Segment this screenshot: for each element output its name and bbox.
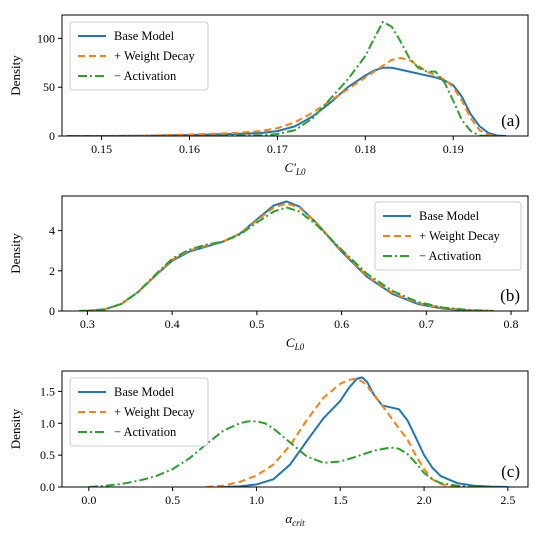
series-line-activation	[66, 20, 489, 136]
y-axis-label: Density	[8, 55, 23, 96]
legend-label: − Activation	[114, 425, 177, 439]
x-axis-label: αcrit	[285, 511, 305, 528]
x-tick-label: 0.3	[80, 317, 95, 331]
legend-label: + Weight Decay	[114, 405, 196, 419]
x-tick-label: 2.5	[500, 493, 515, 507]
x-tick-label: 2.0	[417, 493, 432, 507]
legend: Base Model + Weight Decay − Activation	[69, 377, 209, 447]
y-tick-label: 0	[49, 129, 55, 143]
legend-label: Base Model	[419, 209, 480, 223]
y-axis-label: Density	[8, 408, 23, 449]
panel-tag: (c)	[501, 462, 520, 481]
x-tick-label: 0.7	[419, 317, 434, 331]
x-axis-label-main: C	[286, 335, 295, 350]
series-group	[66, 20, 507, 136]
legend-label: − Activation	[419, 249, 482, 263]
x-tick-label: 0.15	[91, 142, 112, 156]
panel-tag: (b)	[500, 286, 520, 305]
axes-frame	[61, 14, 529, 137]
x-tick-label: 0.16	[179, 142, 200, 156]
panel-a: 0.15 0.16 0.17 0.18 0.19 0 50 100 Density C′L0 (a)…	[8, 14, 529, 177]
y-tick-label: 0	[49, 304, 55, 318]
series-line-base-model	[222, 376, 508, 487]
y-tick-label: 2	[49, 264, 55, 278]
y-tick-label: 100	[37, 31, 55, 45]
legend: Base Model + Weight Decay − Activation	[69, 21, 209, 91]
panel-tag: (a)	[501, 111, 520, 130]
x-tick-label: 0.6	[334, 317, 349, 331]
x-tick-label: 0.0	[81, 493, 96, 507]
x-tick-label: 0.19	[443, 142, 464, 156]
x-tick-label: 0.8	[504, 317, 519, 331]
y-tick-label: 4	[49, 224, 55, 238]
legend-box	[374, 201, 522, 271]
legend-label: Base Model	[114, 385, 175, 399]
x-axis-label-subscript: crit	[292, 518, 305, 528]
series-line-activation	[88, 420, 492, 487]
legend-box	[69, 21, 209, 91]
series-group	[78, 200, 495, 311]
y-tick-label: 50	[43, 80, 55, 94]
legend-label: − Activation	[114, 69, 177, 83]
x-axis-label: CL0	[286, 335, 305, 352]
x-axis-label: C′L0	[284, 160, 306, 177]
x-tick-label: 1.0	[249, 493, 264, 507]
y-tick-label: 0.5	[40, 448, 55, 462]
panel-b: 0.3 0.4 0.5 0.6 0.7 0.8 0 2 4 Density CL0 (b) Base M…	[8, 195, 529, 352]
x-axis-label-main: C′	[284, 160, 296, 175]
legend: Base Model + Weight Decay − Activation	[374, 201, 522, 271]
x-tick-label: 1.5	[333, 493, 348, 507]
y-tick-label: 1.0	[40, 416, 55, 430]
legend-box	[69, 377, 209, 447]
x-tick-label: 0.17	[267, 142, 288, 156]
axes-frame	[61, 195, 529, 312]
x-tick-label: 0.18	[355, 142, 376, 156]
axes-frame	[61, 370, 529, 488]
x-tick-label: 0.5	[165, 493, 180, 507]
series-line-weight-decay	[206, 377, 458, 487]
x-tick-label: 0.5	[249, 317, 264, 331]
x-tick-label: 0.4	[165, 317, 180, 331]
y-axis-label: Density	[8, 233, 23, 274]
legend-label: Base Model	[114, 29, 175, 43]
series-line-activation	[78, 206, 495, 311]
series-line-weight-decay	[66, 56, 498, 136]
legend-label: + Weight Decay	[114, 49, 196, 63]
x-axis-label-subscript: L0	[294, 342, 305, 352]
x-axis-label-main: α	[285, 511, 293, 526]
y-tick-label: 1.5	[40, 384, 55, 398]
panel-c: 0.0 0.5 1.0 1.5 2.0 2.5 0.0 0.5 1.0 1.5 Density αcr…	[8, 370, 529, 528]
x-axis-label-subscript: L0	[295, 167, 306, 177]
series-group	[88, 376, 508, 487]
y-tick-label: 0.0	[40, 480, 55, 494]
series-line-base-model	[66, 66, 507, 136]
legend-label: + Weight Decay	[419, 229, 501, 243]
